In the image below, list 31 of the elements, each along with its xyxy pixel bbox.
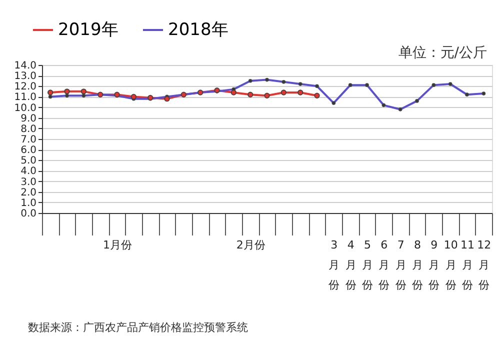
x-tick-label: 4月份 xyxy=(345,238,356,292)
x-tick-label: 8月份 xyxy=(412,238,423,292)
y-tick-label: 2.0 xyxy=(20,187,36,198)
x-tick-label: 2月份 xyxy=(236,238,266,252)
legend-label: 2019年 xyxy=(58,20,118,40)
x-tick-label: 5月份 xyxy=(362,238,373,292)
y-tick-label: 8.0 xyxy=(20,124,36,135)
x-tick-label: 7月份 xyxy=(395,238,406,292)
y-tick-label: 13.0 xyxy=(14,71,36,82)
x-tick-label: 12月份 xyxy=(477,238,492,292)
x-tick-label: 6月份 xyxy=(378,238,390,292)
y-tick-label: 1.0 xyxy=(20,198,36,209)
y-tick-label: 6.0 xyxy=(20,145,36,156)
y-tick-label: 10.0 xyxy=(14,102,36,114)
text: 单位：元/公斤 xyxy=(398,45,487,61)
y-tick-label: 14.0 xyxy=(14,60,36,72)
y-tick-label: 11.0 xyxy=(14,92,36,104)
legend-label: 2018年 xyxy=(168,20,228,40)
x-tick-label: 10月份 xyxy=(444,238,458,292)
y-tick-label: 0.0 xyxy=(20,208,36,220)
source-note: 数据来源：广西农产品产销价格监控预警系统 xyxy=(28,321,248,334)
y-tick-label: 3.0 xyxy=(20,176,36,188)
x-tick-label: 3月份 xyxy=(328,238,340,292)
y-tick-label: 5.0 xyxy=(20,156,36,167)
y-tick-label: 12.0 xyxy=(14,82,36,93)
x-tick-label: 9月份 xyxy=(428,238,440,292)
x-tick-label: 1月份 xyxy=(103,238,132,252)
y-tick-label: 4.0 xyxy=(20,166,36,178)
x-tick-label: 11月份 xyxy=(460,238,474,292)
y-tick-label: 9.0 xyxy=(20,113,36,124)
y-tick-label: 7.0 xyxy=(20,134,36,146)
